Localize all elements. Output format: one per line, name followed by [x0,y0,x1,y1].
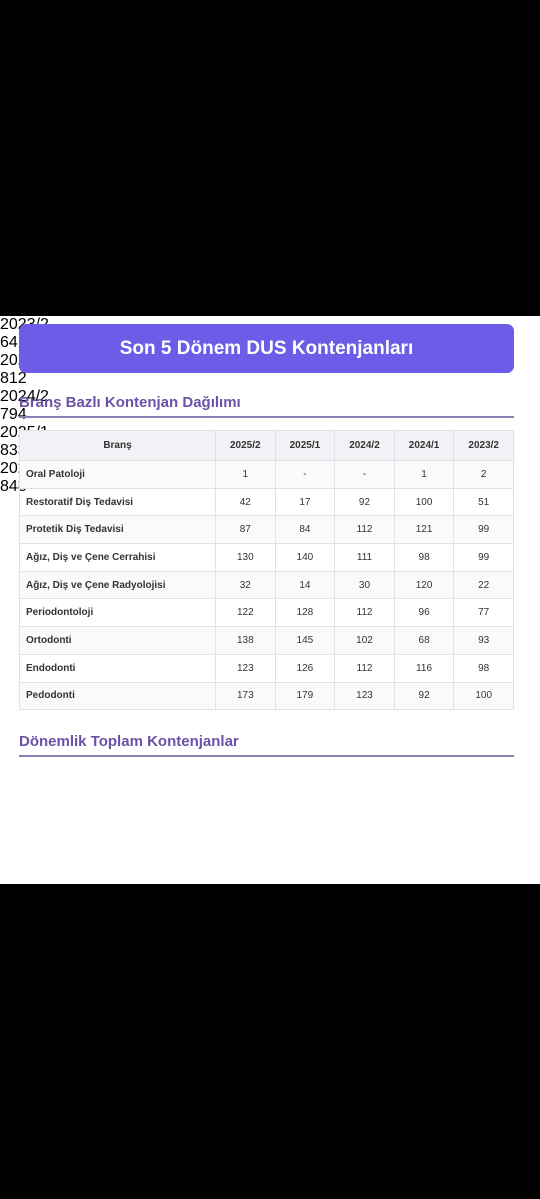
quota-cell: 116 [393,653,455,683]
quota-cell: 112 [334,598,395,628]
branch-name: Ortodonti [19,626,216,655]
column-header: 2024/1 [393,430,455,461]
card-total: 812 [0,370,27,387]
quota-cell: 2 [453,460,514,489]
quota-cell: 96 [393,598,455,628]
branch-name: Oral Patoloji [19,460,216,489]
quota-cell: 92 [334,487,395,517]
table-row: Endodonti 123 126 112 116 98 [19,653,514,683]
quota-cell: 84 [274,515,336,545]
quota-cell: 93 [453,626,514,655]
table-row: Periodontoloji 122 128 112 96 77 [19,598,514,628]
quota-cell: 130 [215,543,276,572]
quota-cell: 98 [453,653,514,683]
quota-cell: 98 [393,543,455,572]
quota-cell: 77 [453,598,514,628]
quota-cell: 140 [274,543,336,572]
column-header: 2025/2 [215,430,276,461]
branch-name: Protetik Diş Tedavisi [19,515,216,545]
quota-cell: 145 [274,626,336,655]
quota-table: Branş 2025/2 2025/1 2024/2 2024/1 2023/2 Oral … [19,430,514,711]
section-title: Branş Bazlı Kontenjan Dağılımı [19,394,514,418]
column-header: Branş [19,430,216,461]
column-header: 2024/2 [334,430,395,461]
table-row: Ortodonti 138 145 102 68 93 [19,626,514,655]
quota-cell: 22 [453,570,514,600]
quota-cell: 123 [215,653,276,683]
quota-cell: 121 [393,515,455,545]
quota-cell: 14 [274,570,336,600]
quota-cell: 92 [393,681,455,711]
header-banner: Son 5 Dönem DUS Kontenjanları [19,324,514,373]
card-period: 2024/2 [0,388,49,405]
quota-cell: 1 [393,460,455,489]
branch-name: Periodontoloji [19,598,216,628]
quota-cell: 17 [274,487,336,517]
quota-cell: 112 [334,515,395,545]
quota-cell: 102 [334,626,395,655]
quota-cell: 30 [334,570,395,600]
table-row: Pedodonti 173 179 123 92 100 [19,681,514,711]
quota-cell: 111 [334,543,395,572]
quota-cell: 126 [274,653,336,683]
quota-cell: 123 [334,681,395,711]
quota-cell: 99 [453,515,514,545]
quota-cell: - [334,460,395,489]
quota-cell: 99 [453,543,514,572]
quota-cell: - [274,460,336,489]
quota-cell: 68 [393,626,455,655]
quota-cell: 128 [274,598,336,628]
quota-cell: 100 [393,487,455,517]
total-card: 2024/2 794 [0,388,540,424]
quota-cell: 42 [215,487,276,517]
quota-cell: 87 [215,515,276,545]
quota-cell: 138 [215,626,276,655]
header-row: Branş 2025/2 2025/1 2024/2 2024/1 2023/2 [19,430,514,461]
branch-name: Pedodonti [19,681,216,711]
branch-name: Ağız, Diş ve Çene Cerrahisi [19,543,216,572]
quota-cell: 32 [215,570,276,600]
quota-cell: 112 [334,653,395,683]
quota-cell: 179 [274,681,336,711]
table-row: Protetik Diş Tedavisi 87 84 112 121 99 [19,515,514,545]
quota-cell: 51 [453,487,514,517]
content-panel: Son 5 Dönem DUS Kontenjanları Branş Bazl… [0,316,540,884]
section-title: Dönemlik Toplam Kontenjanlar [19,733,514,757]
branch-name: Restoratif Diş Tedavisi [19,487,216,517]
quota-cell: 122 [215,598,276,628]
table-row: Ağız, Diş ve Çene Radyolojisi 32 14 30 120 22 [19,570,514,600]
quota-cell: 1 [215,460,276,489]
card-total: 794 [0,406,27,423]
table-row: Restoratif Diş Tedavisi 42 17 92 100 51 [19,487,514,517]
column-header: 2023/2 [453,430,514,461]
column-header: 2025/1 [274,430,336,461]
branch-name: Ağız, Diş ve Çene Radyolojisi [19,570,216,600]
branch-name: Endodonti [19,653,216,683]
table-row: Ağız, Diş ve Çene Cerrahisi 130 140 111 98 99 [19,543,514,572]
quota-cell: 173 [215,681,276,711]
quota-cell: 120 [393,570,455,600]
quota-cell: 100 [453,681,514,711]
table-row: Oral Patoloji 1- -1 2 [19,460,514,489]
